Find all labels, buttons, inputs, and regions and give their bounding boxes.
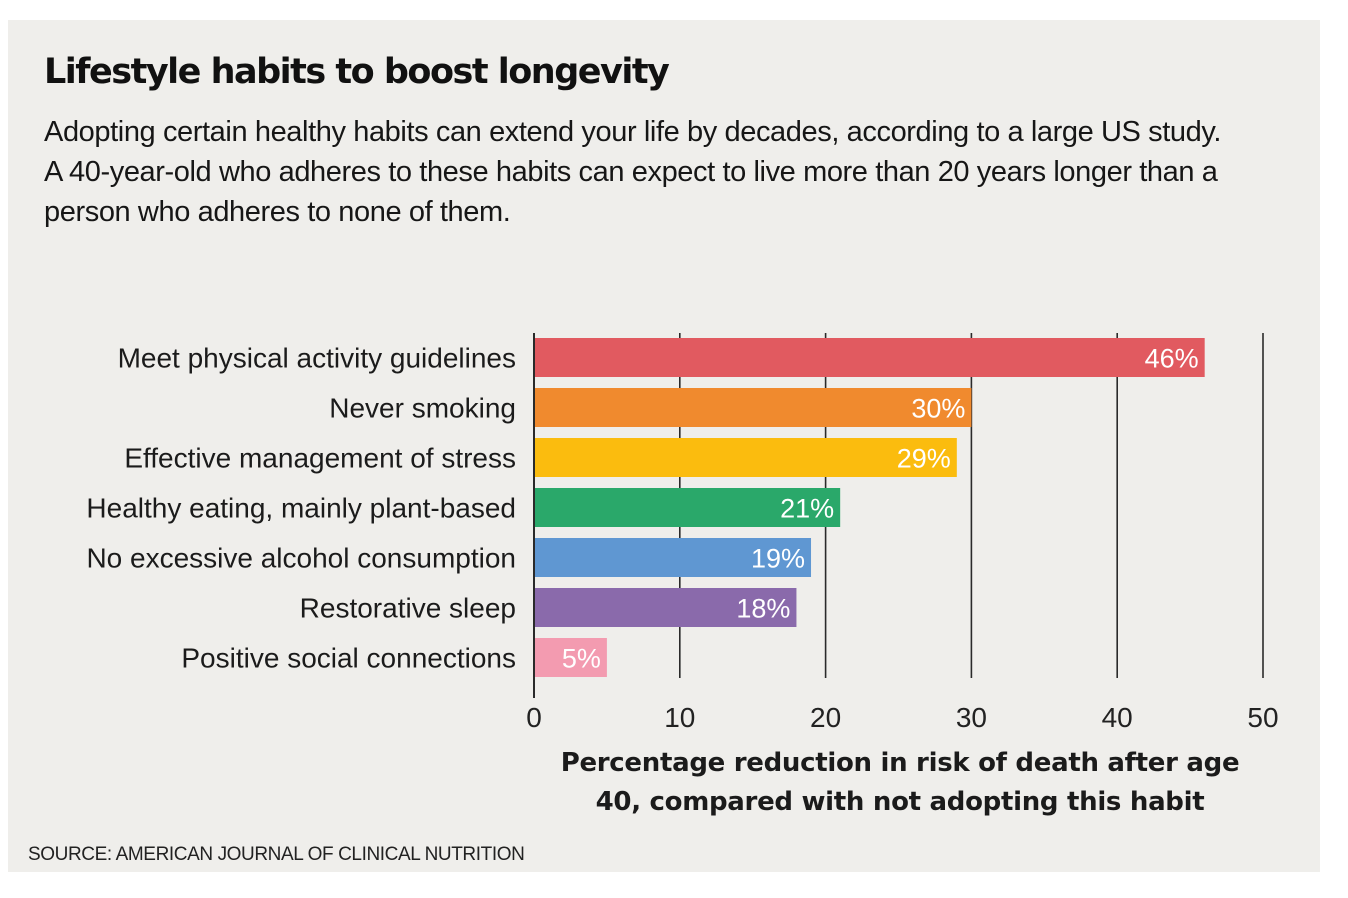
data-label: 46%: [1145, 344, 1199, 374]
bar: [534, 588, 797, 627]
data-label: 19%: [751, 544, 805, 574]
x-tick-label: 10: [664, 702, 695, 733]
bar: [534, 538, 812, 577]
category-label: Restorative sleep: [300, 593, 516, 624]
data-label: 18%: [736, 594, 790, 624]
bar: [534, 638, 607, 677]
source-note: SOURCE: AMERICAN JOURNAL OF CLINICAL NUT…: [28, 844, 525, 865]
x-tick-label: 50: [1247, 702, 1278, 733]
category-label: Meet physical activity guidelines: [118, 343, 516, 374]
data-label: 5%: [562, 644, 601, 674]
category-label: Positive social connections: [181, 643, 516, 674]
data-label: 30%: [911, 394, 965, 424]
chart-title: Lifestyle habits to boost longevity: [44, 52, 670, 92]
x-tick-label: 0: [526, 702, 542, 733]
bar: [534, 338, 1205, 377]
category-label: Effective management of stress: [124, 443, 516, 474]
chart-subtitle: Adopting certain healthy habits can exte…: [44, 116, 1221, 228]
bar: [534, 438, 957, 477]
data-label: 29%: [897, 444, 951, 474]
category-label: Healthy eating, mainly plant-based: [86, 493, 516, 524]
x-tick-label: 40: [1102, 702, 1133, 733]
x-tick-label: 30: [956, 702, 987, 733]
x-axis-label: Percentage reduction in risk of death af…: [560, 748, 1240, 817]
bar: [534, 388, 972, 427]
category-label: Never smoking: [329, 393, 516, 424]
x-tick-labels: 0 10 20 30 40 50: [526, 702, 1278, 733]
bars: 46% 30% 29% 21% 19% 18% 5%: [534, 338, 1205, 677]
x-tick-label: 20: [810, 702, 841, 733]
category-labels: Meet physical activity guidelines Never s…: [86, 343, 516, 674]
category-label: No excessive alcohol consumption: [86, 543, 516, 574]
data-label: 21%: [780, 494, 834, 524]
bar: [534, 488, 841, 527]
